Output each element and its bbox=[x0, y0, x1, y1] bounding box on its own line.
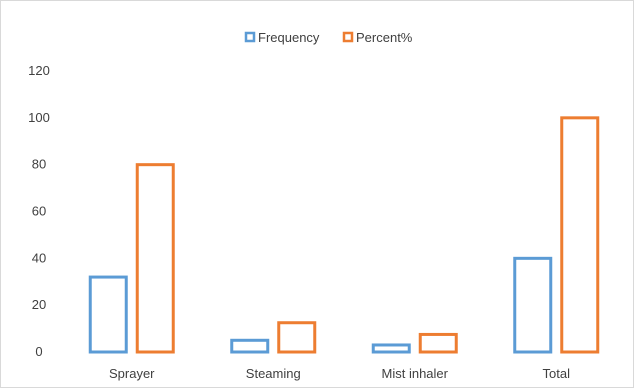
y-tick-label: 80 bbox=[32, 157, 46, 172]
legend-swatch-percent bbox=[342, 31, 354, 43]
legend-label-percent: Percent% bbox=[356, 30, 413, 45]
x-axis: Sprayer Steaming Mist inhaler Total bbox=[109, 366, 570, 381]
y-tick-label: 40 bbox=[32, 250, 46, 265]
bar-percent bbox=[277, 321, 317, 354]
y-axis: 0 20 40 60 80 100 120 bbox=[28, 63, 50, 359]
y-tick-label: 120 bbox=[28, 63, 50, 78]
bar-frequency bbox=[513, 256, 553, 354]
bar-frequency bbox=[88, 275, 128, 354]
y-tick-label: 0 bbox=[35, 344, 42, 359]
bar-percent bbox=[560, 116, 600, 354]
x-tick-label: Steaming bbox=[246, 366, 301, 381]
legend-swatch-frequency bbox=[244, 31, 256, 43]
bar-percent bbox=[418, 332, 458, 354]
bar-percent bbox=[135, 163, 175, 354]
x-tick-label: Total bbox=[543, 366, 571, 381]
legend: Frequency Percent% bbox=[244, 30, 413, 45]
bar-frequency bbox=[371, 343, 411, 354]
bars bbox=[88, 116, 600, 354]
x-tick-label: Sprayer bbox=[109, 366, 155, 381]
x-tick-label: Mist inhaler bbox=[382, 366, 449, 381]
y-tick-label: 60 bbox=[32, 204, 46, 219]
y-tick-label: 100 bbox=[28, 110, 50, 125]
y-tick-label: 20 bbox=[32, 297, 46, 312]
bar-frequency bbox=[230, 338, 270, 354]
legend-label-frequency: Frequency bbox=[258, 30, 320, 45]
